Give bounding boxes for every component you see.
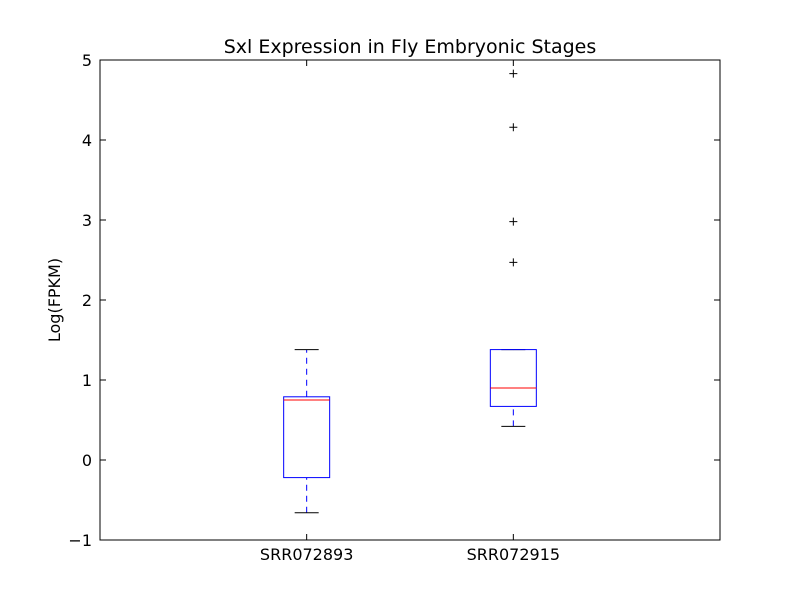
outlier-point — [509, 258, 518, 267]
outlier-point — [509, 217, 518, 226]
plot-area: −1 0 1 2 3 4 5 SRR072893 SRR072915 — [68, 51, 721, 564]
y-tick-label: 2 — [82, 291, 92, 310]
x-tick-label: SRR072893 — [260, 545, 353, 564]
y-axis-label: Log(FPKM) — [45, 258, 64, 342]
outlier-point — [509, 69, 518, 78]
y-tick-label: 1 — [82, 371, 92, 390]
outlier-point — [509, 123, 518, 132]
y-tick-label: 4 — [82, 131, 92, 150]
box-iqr — [283, 396, 331, 479]
box-iqr — [489, 349, 537, 407]
y-tick-label: 0 — [82, 451, 92, 470]
x-tick-label: SRR072915 — [467, 545, 560, 564]
y-tick-label: 3 — [82, 211, 92, 230]
chart-title: Sxl Expression in Fly Embryonic Stages — [224, 36, 597, 58]
axes-frame — [99, 59, 721, 541]
y-tick-label: 5 — [82, 51, 92, 70]
y-tick-label: −1 — [68, 531, 92, 550]
